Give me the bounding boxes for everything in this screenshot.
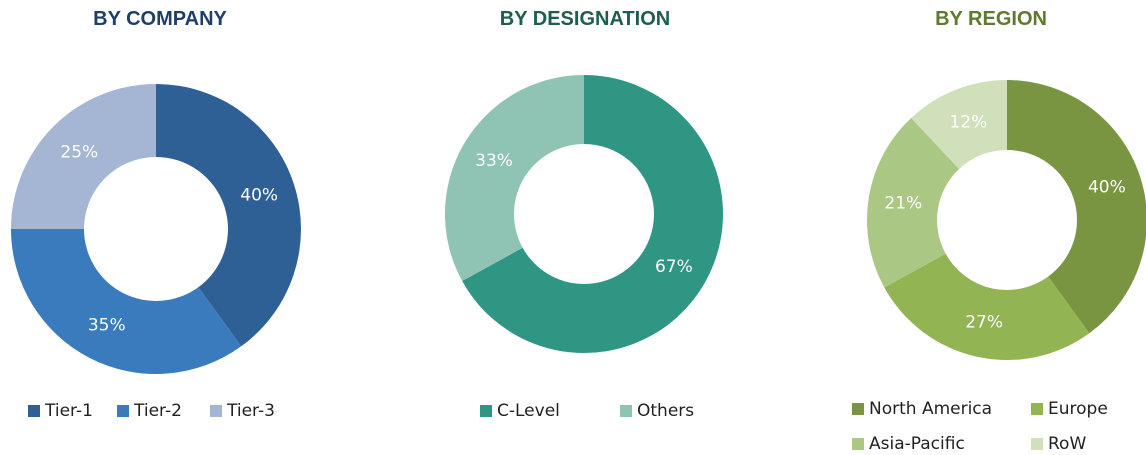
chart-panel-region: BY REGION 40% 27% 21% 12% North America Eur…: [836, 0, 1146, 455]
data-label-tier-3: 25%: [60, 142, 98, 162]
legend-label: Tier-1: [45, 401, 93, 421]
legend-label: Others: [637, 401, 695, 421]
legend-swatch: [28, 405, 40, 417]
legend-item-row: RoW: [1031, 434, 1086, 454]
legend-label: Tier-3: [227, 401, 275, 421]
donut-slice-c-level: [462, 75, 723, 354]
data-label-row: 12%: [949, 112, 987, 132]
data-label-europe: 27%: [965, 312, 1003, 332]
legend-item-tier-2: Tier-2: [117, 401, 182, 421]
data-label-north-america: 40%: [1088, 178, 1126, 198]
legend-item-tier-1: Tier-1: [28, 401, 93, 421]
legend-swatch: [117, 405, 129, 417]
legend-label: RoW: [1048, 434, 1087, 454]
legend-swatch: [852, 438, 864, 450]
legend-label: C-Level: [497, 401, 560, 421]
legend-item-north-america: North America: [852, 399, 992, 419]
donut-slice-tier-2: [11, 229, 242, 374]
chart-panel-designation: BY DESIGNATION 67% 33% C-Level Others: [420, 0, 750, 455]
legend-swatch: [852, 403, 864, 415]
legend-swatch: [1031, 403, 1043, 415]
data-label-tier-1: 40%: [240, 185, 278, 205]
legend-swatch: [480, 405, 492, 417]
legend-swatch: [210, 405, 222, 417]
legend-item-others: Others: [620, 401, 694, 421]
donut-slice-north-america: [1007, 80, 1146, 334]
data-label-others: 33%: [475, 151, 513, 171]
legend-item-tier-3: Tier-3: [210, 401, 275, 421]
legend-label: Asia-Pacific: [869, 434, 965, 454]
chart-title: BY DESIGNATION: [499, 8, 671, 30]
donut-chart-company: 40% 35% 25%: [11, 84, 301, 374]
legend-label: Tier-2: [134, 401, 182, 421]
legend-label: North America: [869, 399, 993, 419]
chart-title: BY REGION: [935, 8, 1047, 30]
data-label-tier-2: 35%: [88, 316, 126, 336]
donut-slice-others: [444, 75, 584, 281]
data-label-asia-pacific: 21%: [884, 194, 922, 214]
donut-chart-region: 40% 27% 21% 12%: [867, 80, 1146, 361]
donut-slice-asia-pacific: [867, 117, 960, 288]
chart-title: BY COMPANY: [93, 8, 227, 30]
legend-swatch: [1031, 438, 1043, 450]
legend-label: Europe: [1048, 399, 1108, 419]
legend-item-c-level: C-Level: [480, 401, 560, 421]
donut-slice-europe: [884, 253, 1090, 361]
legend-item-asia-pacific: Asia-Pacific: [852, 434, 965, 454]
legend-swatch: [620, 405, 632, 417]
donut-chart-designation: 67% 33%: [444, 75, 723, 354]
legend-item-europe: Europe: [1031, 399, 1108, 419]
donut-slice-tier-1: [156, 84, 301, 347]
chart-panel-company: BY COMPANY 40% 35% 25% Tier-1 Tier-2 Tier-…: [0, 0, 320, 455]
data-label-c-level: 67%: [655, 257, 693, 277]
donut-slice-tier-3: [11, 84, 156, 229]
donut-slice-row: [911, 80, 1007, 169]
